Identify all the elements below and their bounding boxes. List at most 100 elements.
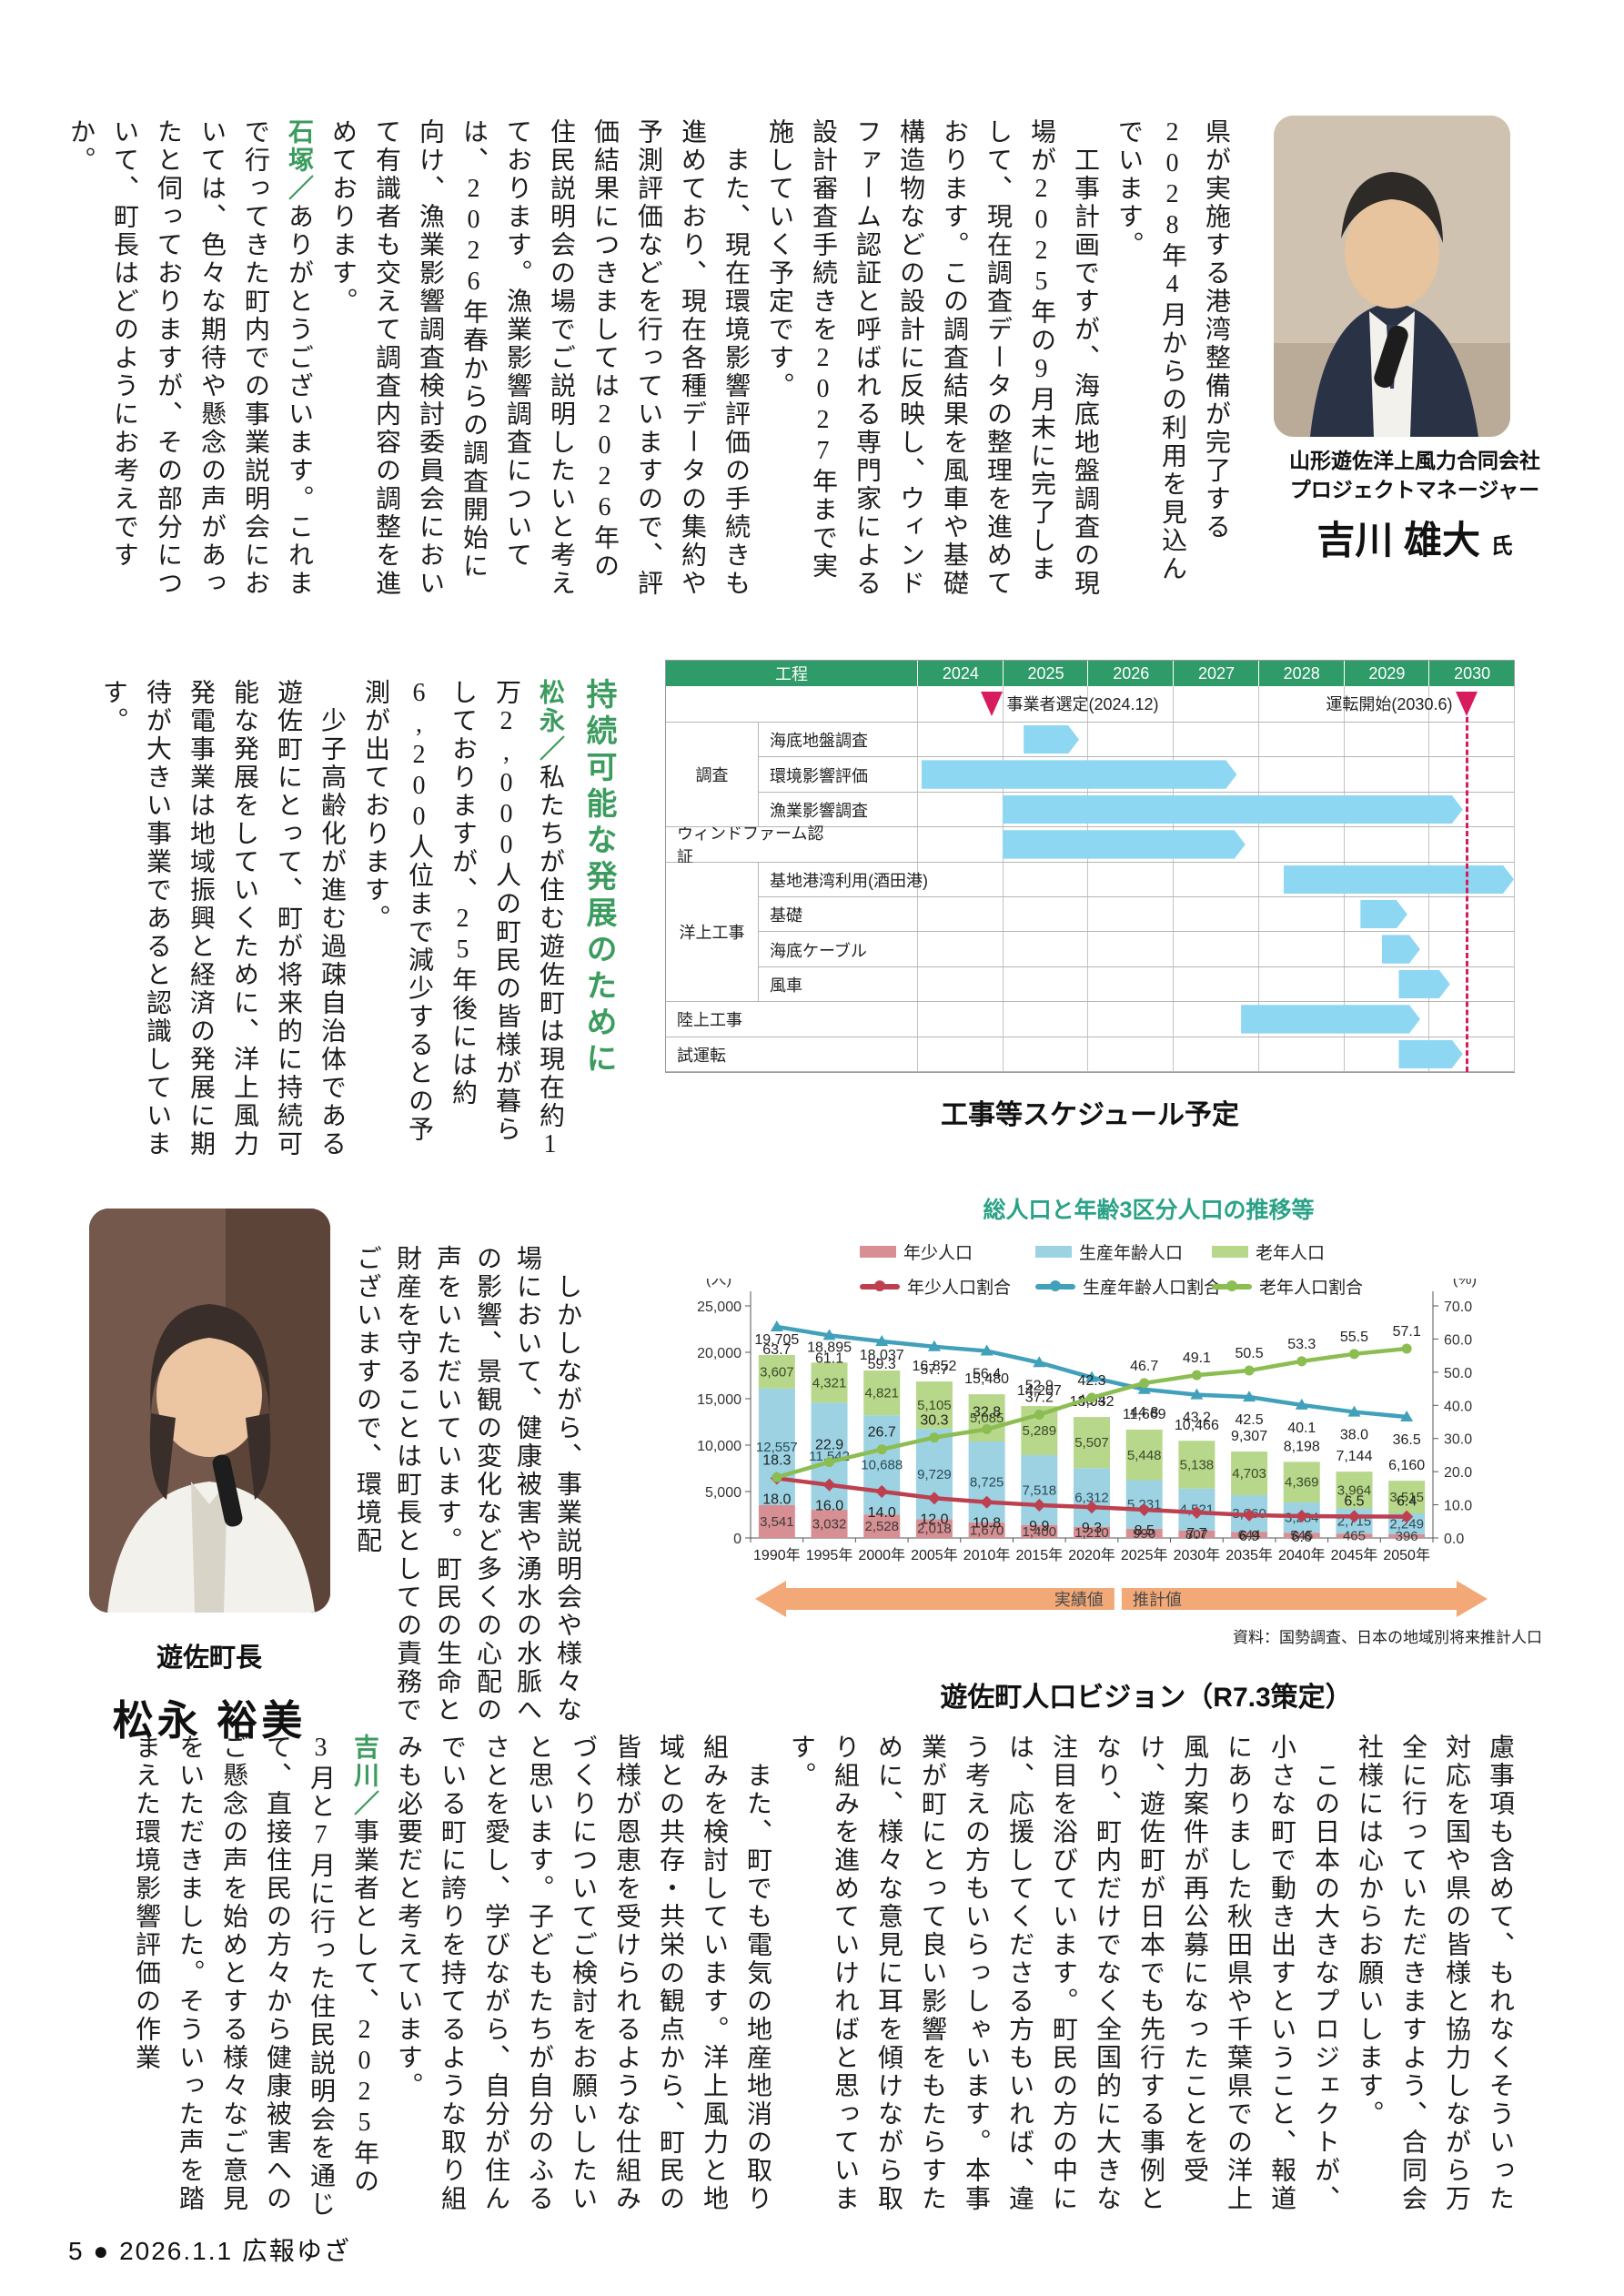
gantt-header-cell: 2024 <box>917 661 1004 686</box>
gantt-gridline <box>1514 686 1515 1072</box>
svg-text:2015年: 2015年 <box>1016 1547 1064 1563</box>
gantt-caption: 工事等スケジュール予定 <box>941 1100 1239 1130</box>
section-heading-sustainable: 持続可能な発展のために <box>581 678 616 1078</box>
gantt-milestone-row <box>666 686 1514 723</box>
gantt-bar <box>922 760 1237 788</box>
gantt-header: 工程 2024 2025 2026 2027 2028 2029 2030 <box>666 661 1514 686</box>
svg-text:5,000: 5,000 <box>705 1485 741 1501</box>
gantt-gridline <box>917 686 918 1072</box>
svg-text:(人): (人) <box>706 1279 731 1288</box>
svg-text:5,448: 5,448 <box>1127 1448 1162 1463</box>
svg-text:20.0: 20.0 <box>1444 1465 1472 1481</box>
speaker-name: 松永／ <box>536 679 564 764</box>
svg-text:30.0: 30.0 <box>1444 1432 1472 1448</box>
photo-matsunaga-caption: 遊佐町長 松永 裕美 <box>55 1636 364 1746</box>
paragraph: また、現在環境影響評価の手続きも進めており、現在各種データの集約や予測評価などを… <box>328 118 750 598</box>
svg-text:3,032: 3,032 <box>812 1517 847 1532</box>
svg-text:4,821: 4,821 <box>864 1386 899 1401</box>
gantt-bar <box>1284 865 1514 894</box>
legend-line-icon <box>860 1279 900 1291</box>
legend-item: 老年人口割合 <box>1212 1274 1363 1299</box>
footer-date: 2026.1.1 <box>119 2237 234 2265</box>
photo-yoshikawa <box>1274 116 1510 437</box>
population-chart-caption: 遊佐町人口ビジョン（R7.3策定） <box>940 1683 1353 1713</box>
svg-text:4,703: 4,703 <box>1232 1466 1266 1482</box>
gantt-gridline <box>1002 686 1004 1072</box>
milestone-triangle-icon <box>981 692 1004 716</box>
svg-text:4,369: 4,369 <box>1285 1475 1319 1491</box>
svg-text:46.7: 46.7 <box>1130 1359 1158 1374</box>
svg-text:18,037: 18,037 <box>860 1348 904 1363</box>
population-chart-title: 総人口と年齢3区分人口の推移等 <box>983 1198 1315 1223</box>
svg-text:10,466: 10,466 <box>1175 1418 1219 1433</box>
svg-text:1,670: 1,670 <box>970 1522 1004 1538</box>
gantt-header-cell: 2029 <box>1343 661 1430 686</box>
svg-text:15,000: 15,000 <box>697 1392 741 1408</box>
svg-text:14.0: 14.0 <box>868 1505 896 1521</box>
caption-name: 吉川 雄大 氏 <box>1251 510 1579 565</box>
paragraph: 石塚／ありがとうございます。これまで行ってきた町内での事業説明会においては、色々… <box>66 118 313 598</box>
svg-text:9.9: 9.9 <box>1029 1519 1049 1534</box>
gantt-header-cell: 2026 <box>1087 661 1174 686</box>
legend-swatch-icon <box>1212 1246 1248 1258</box>
svg-text:10,688: 10,688 <box>861 1458 903 1473</box>
svg-text:8.5: 8.5 <box>1135 1523 1155 1539</box>
gantt-task-label: 海底ケーブル <box>770 941 867 960</box>
gantt-header-cell: 2028 <box>1257 661 1345 686</box>
legend-swatch-icon <box>860 1246 896 1258</box>
svg-text:18,895: 18,895 <box>807 1340 852 1355</box>
gantt-milestone-label: 運転開始(2030.6) <box>1326 695 1453 713</box>
gantt-row <box>666 863 1514 897</box>
photo-yoshikawa-image <box>1274 116 1510 437</box>
legend-item: 年少人口 <box>860 1239 973 1264</box>
gantt-task-label: 陸上工事 <box>677 1011 742 1030</box>
page-number: 5 <box>68 2237 85 2265</box>
svg-text:6.6: 6.6 <box>1292 1530 1312 1545</box>
svg-text:資料：国勢調査、日本の地域別将来推計人口: 資料：国勢調査、日本の地域別将来推計人口 <box>1233 1629 1542 1646</box>
svg-text:60.0: 60.0 <box>1444 1332 1472 1348</box>
svg-text:9,729: 9,729 <box>917 1467 952 1482</box>
svg-text:2,249: 2,249 <box>1389 1516 1424 1532</box>
svg-text:44.8: 44.8 <box>1130 1405 1158 1421</box>
gantt-bar <box>1398 970 1449 998</box>
paragraph: 工事計画ですが、海底地盤調査の現場が2025年の9月末に完了しまして、現在調査デ… <box>765 118 1099 598</box>
person-name: 吉川 雄大 <box>1316 519 1480 561</box>
gantt-bar <box>1398 1040 1462 1068</box>
svg-text:14,207: 14,207 <box>1017 1383 1062 1399</box>
svg-text:12.0: 12.0 <box>920 1512 948 1527</box>
svg-text:7,144: 7,144 <box>1336 1449 1372 1464</box>
interview-text-mayor: 松永／私たちが住む遊佐町は現在約1万2,000人の町民の皆様が暮らしておりますが… <box>80 679 571 1161</box>
legend-item: 生産年齢人口 <box>1035 1239 1183 1264</box>
svg-text:63.7: 63.7 <box>762 1342 791 1358</box>
caption-company: 山形遊佐洋上風力合同会社 <box>1289 449 1540 472</box>
interview-text-top: 県が実施する港湾整備が完了する2028年4月からの利用を見込んでいます。 工事計… <box>55 118 1237 605</box>
gantt-header-cell: 2027 <box>1173 661 1259 686</box>
gantt-row <box>666 1037 1514 1072</box>
svg-text:10,000: 10,000 <box>697 1439 741 1454</box>
svg-text:6,312: 6,312 <box>1074 1490 1109 1505</box>
svg-text:推計値: 推計値 <box>1133 1591 1182 1609</box>
svg-text:32.8: 32.8 <box>973 1405 1001 1421</box>
svg-text:3,515: 3,515 <box>1389 1490 1424 1505</box>
svg-text:7.7: 7.7 <box>1186 1526 1206 1542</box>
svg-text:8,198: 8,198 <box>1284 1439 1320 1454</box>
caption-mayor-name: 松永 裕美 <box>112 1697 307 1744</box>
svg-text:2010年: 2010年 <box>963 1547 1011 1563</box>
svg-text:2045年: 2045年 <box>1331 1547 1378 1563</box>
svg-text:0: 0 <box>733 1532 741 1547</box>
gantt-bar <box>1024 725 1079 754</box>
gantt-row <box>666 757 1514 793</box>
svg-text:59.3: 59.3 <box>868 1357 896 1372</box>
svg-text:3,541: 3,541 <box>760 1514 794 1530</box>
paragraph: この日本の大きなプロジェクトが、小さな町で動き出すということ、報道にありました秋… <box>787 1734 1339 2213</box>
svg-text:22.9: 22.9 <box>815 1438 843 1453</box>
svg-text:55.5: 55.5 <box>1340 1330 1368 1345</box>
paragraph: しかしながら、事業説明会や様々な場において、健康被害や湧水の水脈への影響、景観の… <box>353 1245 581 1725</box>
footer-publication: 広報ゆざ <box>241 2237 351 2265</box>
svg-text:(%): (%) <box>1453 1279 1477 1288</box>
svg-text:6,160: 6,160 <box>1388 1458 1425 1473</box>
gantt-gridline <box>1087 686 1089 1072</box>
svg-text:9,307: 9,307 <box>1231 1429 1267 1444</box>
gantt-bar <box>1241 1005 1420 1033</box>
svg-text:52.9: 52.9 <box>1025 1378 1054 1393</box>
